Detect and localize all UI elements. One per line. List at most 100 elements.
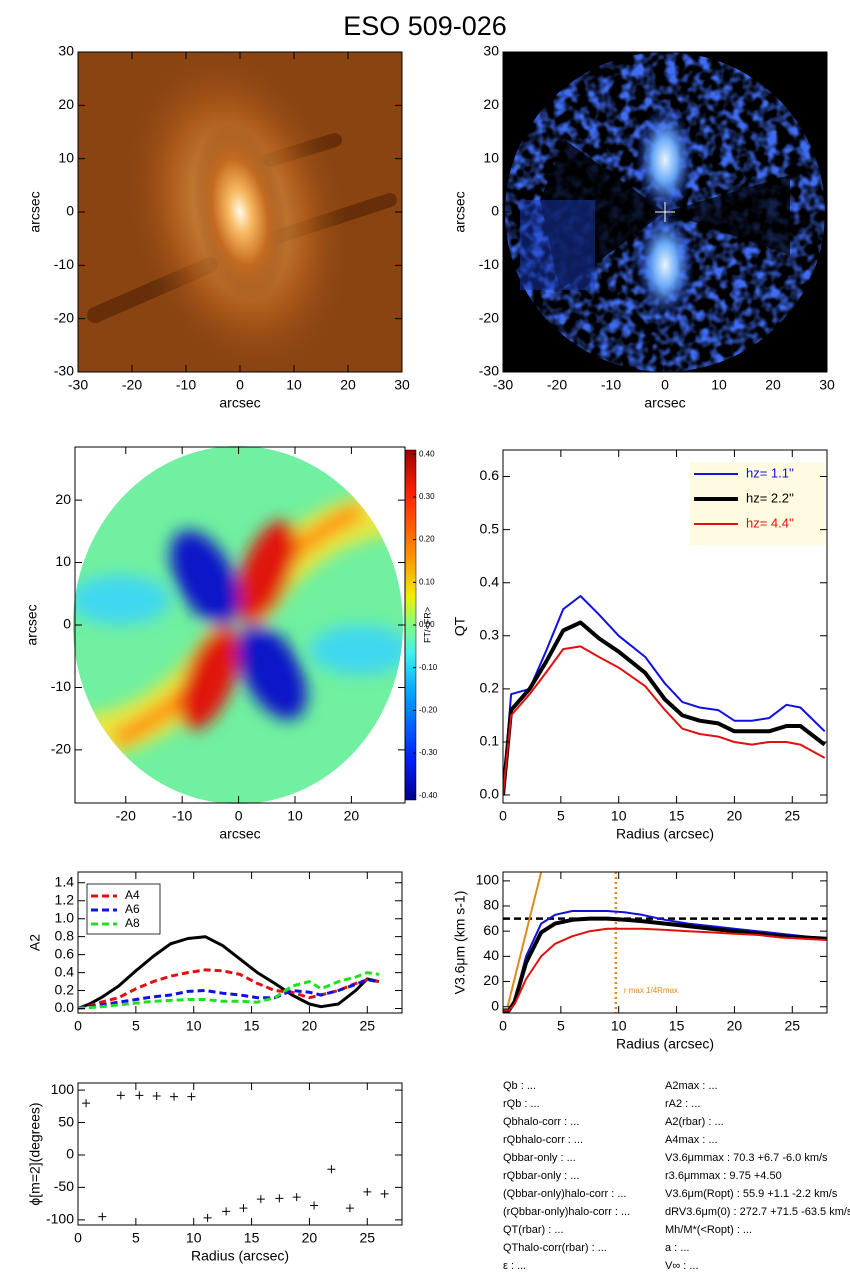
optical-image	[78, 52, 402, 372]
x-tick-label: 20	[302, 1018, 318, 1034]
y-axis-label: arcsec	[27, 191, 43, 232]
legend-label: hz= 2.2''	[746, 490, 794, 505]
y-tick-label: -20	[54, 309, 74, 325]
point	[82, 1099, 91, 1108]
y-tick-label: 40	[483, 947, 499, 963]
colorbar-tick-label: -0.10	[419, 663, 438, 672]
x-tick-label: 10	[186, 1230, 202, 1246]
parameter: (Qbbar-only)halo-corr : ...	[503, 1188, 626, 1200]
parameter: V3.6μm(Ropt) : 55.9 +1.1 -2.2 km/s	[665, 1188, 838, 1200]
y-tick-label: -30	[479, 363, 499, 379]
series-line	[503, 645, 826, 796]
legend-label: A8	[125, 916, 140, 930]
x-tick-label: 10	[611, 1018, 627, 1034]
x-tick-label: 30	[819, 377, 835, 393]
x-tick-label: 15	[669, 808, 685, 824]
x-tick-label: -20	[547, 377, 567, 393]
y-tick-label: 100	[51, 1081, 75, 1097]
annotation: r max 1/4Rmax	[624, 986, 678, 995]
parameter: rQbhalo-corr : ...	[503, 1134, 583, 1146]
point	[152, 1091, 161, 1100]
legend-box	[690, 462, 825, 545]
colorbar-tick-label: 0.10	[419, 577, 435, 586]
x-axis-label: Radius (arcsec)	[191, 1248, 289, 1264]
y-tick-label: 50	[58, 1113, 74, 1129]
point	[203, 1213, 212, 1222]
x-tick-label: 0	[74, 1230, 82, 1246]
x-tick-label: 20	[340, 377, 356, 393]
plot-frame	[77, 871, 403, 1014]
x-tick-label: 5	[132, 1230, 140, 1246]
point	[222, 1207, 231, 1216]
x-tick-label: 20	[344, 808, 360, 824]
legend-label: A4	[125, 888, 140, 902]
point	[116, 1091, 125, 1100]
y-tick-label: -10	[51, 678, 71, 694]
x-tick-label: -30	[493, 377, 513, 393]
series-line	[78, 968, 380, 1010]
x-tick-label: 15	[669, 1018, 685, 1034]
legend-label: hz= 4.4''	[746, 515, 794, 530]
y-tick-label: 20	[483, 972, 499, 988]
y-tick-label: 10	[483, 149, 499, 165]
y-tick-label: -20	[51, 741, 71, 757]
point	[135, 1091, 144, 1100]
parameter: QThalo-corr(rbar) : ...	[503, 1242, 607, 1254]
y-axis-label: arcsec	[452, 191, 468, 232]
point	[170, 1092, 179, 1101]
point	[239, 1204, 248, 1213]
x-tick-label: 0	[661, 377, 669, 393]
point	[380, 1189, 389, 1198]
parameter: ε : ...	[503, 1260, 526, 1272]
y-tick-label: -20	[479, 309, 499, 325]
x-tick-label: 5	[557, 1018, 565, 1034]
x-tick-label: 15	[244, 1230, 260, 1246]
parameter: V∞ : ...	[665, 1260, 699, 1272]
legend-label: A6	[125, 902, 140, 916]
x-tick-label: 25	[359, 1230, 375, 1246]
parameter: V3.6μmmax : 70.3 +6.7 -6.0 km/s	[665, 1152, 828, 1164]
y-tick-label: 0.8	[55, 927, 75, 943]
y-tick-label: 0.3	[480, 626, 500, 642]
y-tick-label: 30	[483, 43, 499, 59]
y-tick-label: 60	[483, 922, 499, 938]
point	[256, 1195, 265, 1204]
x-tick-label: -10	[601, 377, 621, 393]
y-tick-label: 0.1	[480, 733, 500, 749]
parameter-list: Qb : ... rQb : ... Qbhalo-corr : ... rQbhal…	[503, 1080, 850, 1272]
y-tick-label: -30	[54, 363, 74, 379]
colorbar-tick-label: -0.40	[419, 791, 438, 800]
series-line	[78, 971, 380, 1010]
x-axis-label: arcsec	[644, 395, 685, 411]
x-tick-label: 10	[287, 808, 303, 824]
x-tick-label: 10	[186, 1018, 202, 1034]
y-tick-label: 0.5	[480, 520, 500, 536]
y-tick-label: -10	[54, 256, 74, 272]
colorbar-tick-label: -0.30	[419, 748, 438, 757]
y-tick-label: 0.6	[480, 467, 500, 483]
parameter: Qbhalo-corr : ...	[503, 1116, 579, 1128]
y-tick-label: 1.2	[55, 891, 75, 907]
series-line	[503, 910, 827, 1012]
x-axis-label: arcsec	[219, 395, 260, 411]
x-tick-label: 5	[132, 1018, 140, 1034]
x-tick-label: 20	[727, 1018, 743, 1034]
parameter: rQbbar-only : ...	[503, 1170, 579, 1182]
y-tick-label: 10	[58, 149, 74, 165]
y-tick-label: 1.4	[55, 873, 75, 889]
y-axis-label: A2	[27, 934, 43, 951]
legend-label: hz= 1.1''	[746, 465, 794, 480]
plot-lines	[78, 935, 380, 1010]
x-axis-label: Radius (arcsec)	[616, 826, 714, 842]
point	[363, 1187, 372, 1196]
torque-map	[73, 446, 417, 804]
parameter: Qbbar-only : ...	[503, 1152, 576, 1164]
y-tick-label: -50	[54, 1178, 74, 1194]
parameter: A2(rbar) : ...	[665, 1116, 724, 1128]
plot-lines	[503, 595, 826, 796]
y-tick-label: 0.4	[55, 963, 75, 979]
plot-frame	[77, 1082, 403, 1226]
y-axis-label: ϕ[m=2](degrees)	[27, 1102, 43, 1205]
x-tick-label: -20	[116, 808, 136, 824]
